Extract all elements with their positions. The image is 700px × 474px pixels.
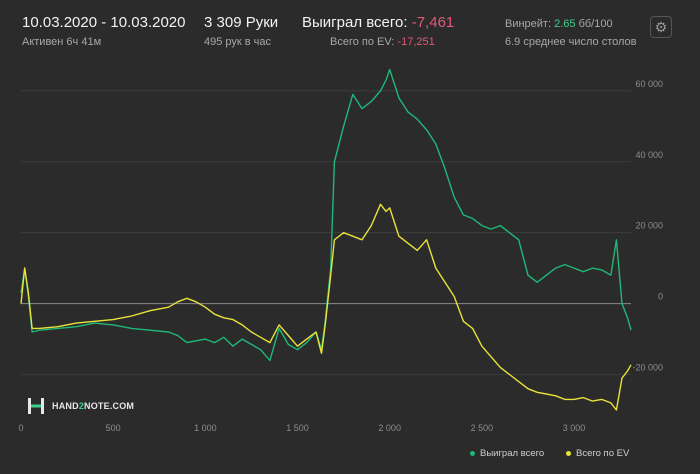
legend-ev-marker — [566, 450, 571, 456]
winrate-label: Винрейт: — [505, 18, 552, 30]
legend-won-label: Выиграл всего — [480, 447, 545, 459]
legend-ev-label: Всего по EV — [576, 447, 630, 459]
x-tick-label: 500 — [106, 423, 121, 433]
series-line-won — [20, 68, 632, 362]
tables-average: 6.9 среднее число столов — [505, 36, 637, 48]
summary-header: 10.03.2020 - 10.03.2020 Активен 6ч 41м 3… — [0, 0, 700, 60]
ev-total: Всего по EV: -17,251 — [330, 36, 435, 48]
y-tick-label: 0 — [658, 292, 663, 302]
y-tick-label: -20 000 — [632, 363, 663, 373]
y-axis-ticks: -20 000 0 20 000 40 000 60 000 — [632, 79, 663, 373]
x-tick-label: 1 000 — [194, 423, 217, 433]
hands-per-hour: 495 рук в час — [204, 36, 272, 48]
x-tick-label: 1 500 — [286, 423, 309, 433]
x-tick-label: 2 500 — [471, 423, 494, 433]
series-line-ev — [20, 203, 632, 411]
hand2note-brand-text: HAND2NOTE.COM — [52, 401, 135, 411]
won-total-label: Выиграл всего: — [302, 14, 408, 31]
ev-total-label: Всего по EV: — [330, 36, 395, 48]
chart-series — [20, 68, 632, 411]
x-axis-ticks: 0 500 1 000 1 500 2 000 2 500 3 000 — [18, 423, 585, 433]
ev-total-value: -17,251 — [397, 36, 435, 48]
winrate-value: 2.65 — [554, 18, 576, 30]
winrate-unit: бб/100 — [578, 18, 613, 30]
hands-count: 3 309 Руки — [204, 14, 279, 31]
date-range[interactable]: 10.03.2020 - 10.03.2020 — [22, 14, 186, 31]
legend-won-marker — [470, 450, 475, 456]
hand2note-logo: HAND2NOTE.COM — [26, 396, 134, 416]
settings-button[interactable]: ⚙ — [650, 16, 672, 38]
legend-item-won[interactable]: Выиграл всего — [470, 446, 544, 460]
chart-grid — [21, 90, 631, 375]
x-tick-label: 2 000 — [378, 423, 401, 433]
legend-item-ev[interactable]: Всего по EV — [566, 446, 629, 460]
y-tick-label: 60 000 — [635, 79, 663, 89]
hand2note-logo-icon — [28, 398, 44, 414]
y-tick-label: 20 000 — [635, 221, 663, 231]
gear-icon: ⚙ — [654, 18, 668, 35]
x-tick-label: 0 — [18, 423, 23, 433]
won-total: Выиграл всего: -7,461 — [302, 14, 454, 31]
winrate: Винрейт: 2.65 бб/100 — [505, 18, 613, 30]
won-total-value: -7,461 — [411, 14, 455, 31]
x-tick-label: 3 000 — [563, 423, 586, 433]
y-tick-label: 40 000 — [635, 150, 663, 160]
active-time: Активен 6ч 41м — [22, 36, 102, 48]
